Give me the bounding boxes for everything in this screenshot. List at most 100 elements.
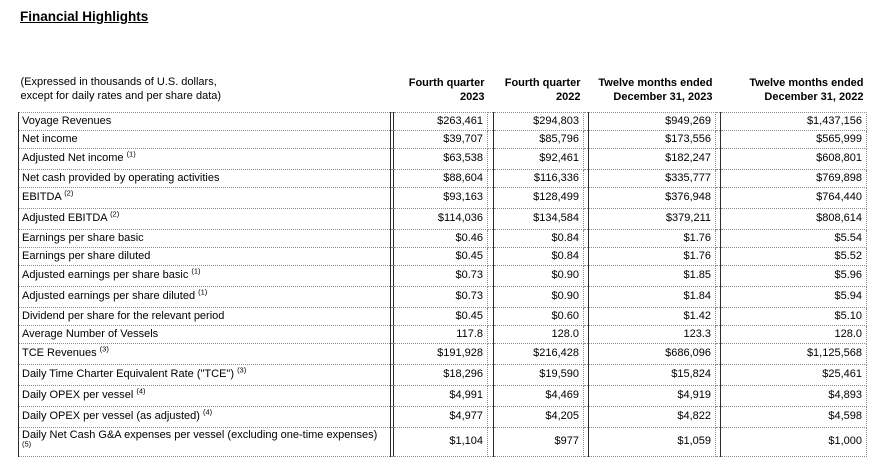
table-row: Adjusted EBITDA (2) $114,036 $134,584 $379,… bbox=[18, 207, 867, 230]
financial-highlights-table: (Expressed in thousands of U.S. dollars,… bbox=[18, 70, 867, 457]
table-row: Daily Net Cash G&A expenses per vessel (… bbox=[18, 426, 867, 457]
row-value: $4,205 bbox=[493, 405, 584, 428]
row-value: $686,096 bbox=[588, 342, 716, 365]
row-label: Adjusted EBITDA (2) bbox=[18, 207, 391, 230]
row-value: 128.0 bbox=[720, 324, 867, 344]
row-value: $4,919 bbox=[588, 384, 716, 407]
row-value: 128.0 bbox=[493, 324, 584, 344]
footnote-reference: (3) bbox=[99, 344, 109, 354]
row-value: $5.94 bbox=[720, 285, 867, 308]
table-row: Dividend per share for the relevant peri… bbox=[18, 306, 867, 326]
row-value: $1.84 bbox=[588, 285, 716, 308]
row-value: $1,000 bbox=[720, 426, 867, 457]
row-label: Daily Time Charter Equivalent Rate ("TCE… bbox=[18, 363, 391, 386]
row-value: $769,898 bbox=[720, 168, 867, 188]
column-header-twelve-months-2023: Twelve months ended December 31, 2023 bbox=[598, 76, 713, 103]
row-value: $263,461 bbox=[393, 111, 488, 131]
row-label: Adjusted Net income (1) bbox=[18, 147, 391, 170]
row-label: EBITDA (2) bbox=[18, 186, 391, 209]
table-header: (Expressed in thousands of U.S. dollars,… bbox=[19, 70, 867, 112]
table-row: Voyage Revenues $263,461 $294,803 $949,269 $… bbox=[18, 111, 867, 131]
row-value: $949,269 bbox=[588, 111, 716, 131]
row-value: $93,163 bbox=[393, 186, 488, 209]
subtitle-line-1: (Expressed in thousands of U.S. dollars, bbox=[20, 75, 217, 88]
row-value: $0.90 bbox=[493, 285, 584, 308]
table-row: Earnings per share diluted $0.45 $0.84 $1.7… bbox=[18, 246, 867, 266]
row-value: $19,590 bbox=[493, 363, 584, 386]
row-value: $18,296 bbox=[393, 363, 488, 386]
row-label: Daily OPEX per vessel (as adjusted) (4) bbox=[18, 405, 391, 428]
row-value: $4,469 bbox=[493, 384, 584, 407]
row-value: $1.42 bbox=[588, 306, 716, 326]
row-value: $39,707 bbox=[393, 129, 488, 149]
row-label: Earnings per share diluted bbox=[18, 246, 391, 266]
row-value: $4,822 bbox=[588, 405, 716, 428]
table-row: Daily OPEX per vessel (as adjusted) (4) $… bbox=[18, 405, 867, 428]
table-row: Earnings per share basic $0.46 $0.84 $1.76 $… bbox=[18, 228, 867, 248]
row-value: $608,801 bbox=[720, 147, 867, 170]
row-value: $1.76 bbox=[588, 246, 716, 266]
row-label: Net cash provided by operating activitie… bbox=[18, 168, 391, 188]
row-label: Dividend per share for the relevant peri… bbox=[18, 306, 391, 326]
row-value: $0.73 bbox=[393, 285, 488, 308]
row-value: $1,104 bbox=[393, 426, 488, 457]
row-label: Net income bbox=[18, 129, 391, 149]
footnote-reference: (5) bbox=[22, 438, 32, 448]
row-value: $808,614 bbox=[720, 207, 867, 230]
row-value: $173,556 bbox=[588, 129, 716, 149]
row-value: $0.73 bbox=[393, 264, 488, 287]
table-row: Adjusted earnings per share basic (1) $0.… bbox=[18, 264, 867, 287]
row-value: 117.8 bbox=[393, 324, 488, 344]
row-label: Daily Net Cash G&A expenses per vessel (… bbox=[18, 426, 391, 457]
row-value: $4,893 bbox=[720, 384, 867, 407]
footnote-reference: (2) bbox=[64, 188, 74, 198]
table-row: TCE Revenues (3) $191,928 $216,428 $686,096… bbox=[18, 342, 867, 365]
table-row: Adjusted earnings per share diluted (1) $… bbox=[18, 285, 867, 308]
row-value: $764,440 bbox=[720, 186, 867, 209]
row-value: $182,247 bbox=[588, 147, 716, 170]
column-header-fourth-quarter-2022: Fourth quarter 2022 bbox=[504, 76, 581, 103]
row-value: $1.85 bbox=[588, 264, 716, 287]
row-value: $1,059 bbox=[588, 426, 716, 457]
footnote-reference: (4) bbox=[136, 386, 146, 396]
row-value: $1,125,568 bbox=[720, 342, 867, 365]
row-label: Voyage Revenues bbox=[18, 111, 391, 131]
table-row: Adjusted Net income (1) $63,538 $92,461 $18… bbox=[18, 147, 867, 170]
row-value: $0.84 bbox=[493, 228, 584, 248]
footnote-reference: (1) bbox=[198, 287, 208, 297]
row-value: $294,803 bbox=[493, 111, 584, 131]
table-row: Daily Time Charter Equivalent Rate ("TCE… bbox=[18, 363, 867, 386]
row-value: $85,796 bbox=[493, 129, 584, 149]
footnote-reference: (4) bbox=[202, 407, 213, 417]
row-value: $0.46 bbox=[393, 228, 488, 248]
table-subtitle: (Expressed in thousands of U.S. dollars,… bbox=[19, 70, 391, 112]
row-value: $4,977 bbox=[393, 405, 488, 428]
footnote-reference: (3) bbox=[237, 365, 247, 375]
table-row: Average Number of Vessels 117.8 128.0 123.3… bbox=[18, 324, 867, 344]
row-value: $5.10 bbox=[720, 306, 867, 326]
footnote-reference: (1) bbox=[126, 149, 136, 159]
row-value: $216,428 bbox=[493, 342, 584, 365]
row-value: $63,538 bbox=[393, 147, 488, 170]
row-value: $977 bbox=[493, 426, 584, 457]
row-value: $379,211 bbox=[588, 207, 716, 230]
table-row: Net income $39,707 $85,796 $173,556 $565,999 bbox=[18, 129, 867, 149]
row-value: $15,824 bbox=[588, 363, 716, 386]
row-value: $0.90 bbox=[493, 264, 584, 287]
row-value: $116,336 bbox=[493, 168, 584, 188]
row-label: Average Number of Vessels bbox=[18, 324, 391, 344]
column-header-twelve-months-2022: Twelve months ended December 31, 2022 bbox=[749, 76, 864, 103]
column-spacer bbox=[487, 426, 494, 457]
financial-table-body: Voyage Revenues $263,461 $294,803 $949,269 $… bbox=[18, 111, 867, 457]
row-value: $0.60 bbox=[493, 306, 584, 326]
row-label: Earnings per share basic bbox=[18, 228, 391, 248]
column-header-fourth-quarter-2023: Fourth quarter 2023 bbox=[408, 76, 485, 103]
table-row: EBITDA (2) $93,163 $128,499 $376,948 $764,44… bbox=[18, 186, 867, 209]
row-label: Adjusted earnings per share basic (1) bbox=[18, 264, 391, 287]
row-label: Adjusted earnings per share diluted (1) bbox=[18, 285, 391, 308]
row-value: $1.76 bbox=[588, 228, 716, 248]
footnote-reference: (2) bbox=[110, 209, 120, 219]
row-value: $5.52 bbox=[720, 246, 867, 266]
row-value: $134,584 bbox=[493, 207, 584, 230]
